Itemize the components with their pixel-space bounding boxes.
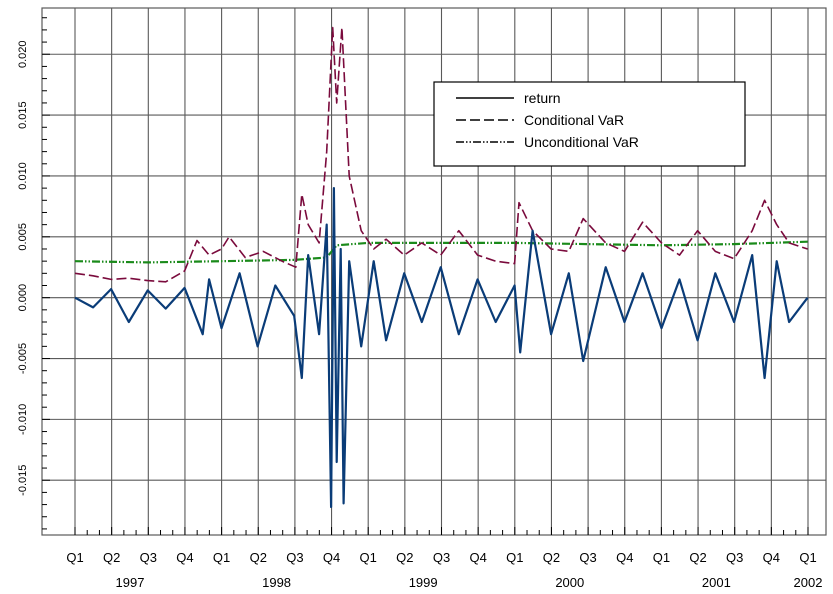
- y-tick-label: 0.015: [17, 101, 29, 129]
- x-quarter-label: Q1: [506, 550, 523, 565]
- x-year-label: 2002: [794, 575, 823, 590]
- legend: return Conditional VaR Unconditional VaR: [433, 81, 746, 167]
- x-quarter-label: Q1: [360, 550, 377, 565]
- x-quarter-label: Q4: [469, 550, 486, 565]
- legend-box: [433, 81, 746, 167]
- y-tick-label: -0.005: [17, 343, 29, 374]
- y-tick-label: 0.020: [17, 40, 29, 68]
- x-year-label: 1999: [409, 575, 438, 590]
- x-quarter-label: Q3: [140, 550, 157, 565]
- series-line-return: [74, 187, 809, 509]
- legend-label: return: [524, 90, 561, 106]
- series-line-unconditional-var: [74, 240, 808, 264]
- x-quarter-label: Q3: [286, 550, 303, 565]
- legend-label: Conditional VaR: [524, 112, 624, 128]
- x-quarter-label: Q1: [66, 550, 83, 565]
- x-year-label: 1998: [262, 575, 291, 590]
- x-quarter-label: Q2: [250, 550, 267, 565]
- x-year-label: 2001: [702, 575, 731, 590]
- x-quarter-label: Q2: [396, 550, 413, 565]
- x-year-label: 1997: [116, 575, 145, 590]
- x-year-label: 2000: [555, 575, 584, 590]
- x-quarter-label: Q4: [763, 550, 780, 565]
- y-tick-label: -0.010: [17, 404, 29, 435]
- y-tick-label: 0.005: [17, 223, 29, 251]
- x-quarter-label: Q2: [103, 550, 120, 565]
- y-tick-label: 0.010: [17, 162, 29, 190]
- y-axis: -0.015 -0.010 -0.005 0.000 0.005 0.010 0.015 0.…: [17, 17, 50, 530]
- y-tick-label: 0.000: [17, 284, 29, 312]
- series-line-conditional-var: [74, 26, 808, 283]
- x-quarter-label: Q2: [689, 550, 706, 565]
- x-quarter-label: Q3: [726, 550, 743, 565]
- legend-label: Unconditional VaR: [524, 134, 639, 150]
- x-quarter-label: Q4: [323, 550, 340, 565]
- x-quarter-label: Q3: [433, 550, 450, 565]
- x-quarter-label: Q2: [543, 550, 560, 565]
- y-tick-label: -0.015: [17, 465, 29, 496]
- x-quarter-label: Q4: [616, 550, 633, 565]
- x-quarter-label: Q3: [579, 550, 596, 565]
- x-axis: Q1 Q2 Q3 Q4 Q1 Q2 Q3 Q4 Q1 Q2 Q3 Q4 Q1 Q2 Q3 Q4 Q1 Q2 Q3 Q4…: [66, 527, 822, 590]
- x-quarter-label: Q1: [213, 550, 230, 565]
- plot-series: [74, 26, 809, 509]
- x-quarter-label: Q4: [176, 550, 193, 565]
- x-quarter-label: Q1: [799, 550, 816, 565]
- x-quarter-label: Q1: [653, 550, 670, 565]
